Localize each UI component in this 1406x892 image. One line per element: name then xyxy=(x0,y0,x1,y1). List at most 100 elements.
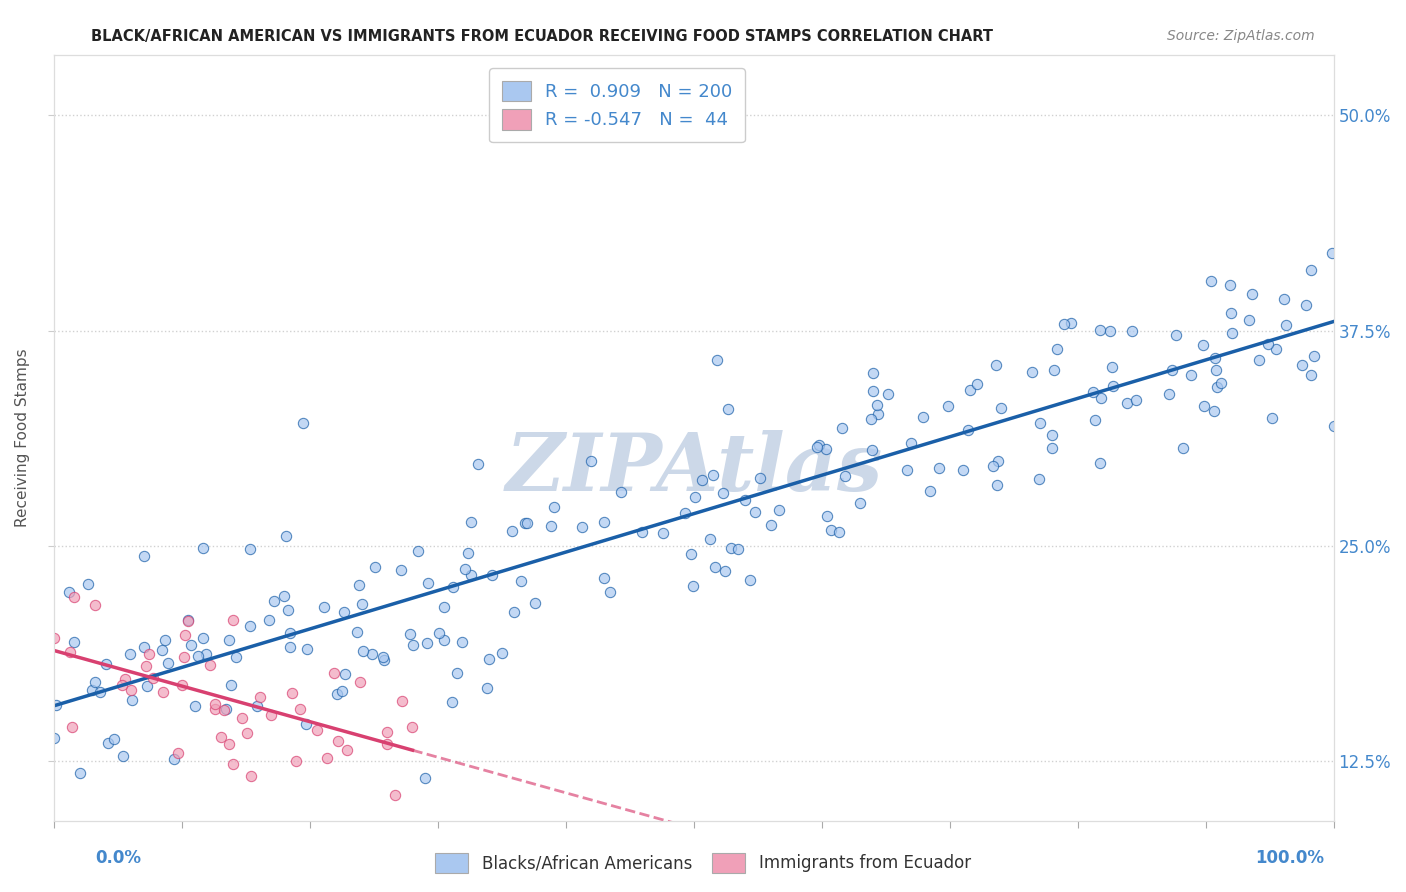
Point xyxy=(702,467,724,482)
Point xyxy=(446,666,468,681)
Point xyxy=(263,594,285,608)
Point xyxy=(142,671,165,685)
Point xyxy=(138,647,160,661)
Point xyxy=(58,584,80,599)
Point xyxy=(191,632,214,646)
Point xyxy=(1220,306,1243,320)
Point xyxy=(218,737,240,751)
Point xyxy=(152,643,174,657)
Point xyxy=(1081,384,1104,399)
Point xyxy=(848,496,870,510)
Point xyxy=(1192,400,1215,414)
Point xyxy=(630,525,652,540)
Point xyxy=(249,690,271,704)
Point xyxy=(1029,417,1052,431)
Point xyxy=(97,736,120,750)
Point xyxy=(1046,342,1069,356)
Text: 100.0%: 100.0% xyxy=(1256,849,1324,867)
Point xyxy=(44,632,66,646)
Point xyxy=(1241,286,1264,301)
Point xyxy=(877,387,900,401)
Point xyxy=(460,515,482,529)
Point xyxy=(1237,313,1260,327)
Point xyxy=(326,733,349,747)
Legend: Blacks/African Americans, Immigrants from Ecuador: Blacks/African Americans, Immigrants fro… xyxy=(429,847,977,880)
Point xyxy=(703,559,725,574)
Point xyxy=(277,602,299,616)
Point xyxy=(1199,274,1222,288)
Point xyxy=(834,468,856,483)
Point xyxy=(361,647,384,661)
Point xyxy=(1099,324,1122,338)
Point xyxy=(80,683,103,698)
Point xyxy=(285,755,308,769)
Point xyxy=(920,483,942,498)
Point xyxy=(571,520,593,534)
Point xyxy=(543,500,565,515)
Point xyxy=(373,650,395,665)
Point xyxy=(1028,472,1050,486)
Point xyxy=(1302,349,1324,363)
Point xyxy=(218,632,240,647)
Point xyxy=(295,717,318,731)
Y-axis label: Receiving Food Stamps: Receiving Food Stamps xyxy=(15,349,30,527)
Point xyxy=(501,524,523,538)
Point xyxy=(454,562,477,576)
Point xyxy=(352,643,374,657)
Point xyxy=(820,523,842,537)
Point xyxy=(1090,456,1112,470)
Point xyxy=(290,702,312,716)
Point xyxy=(1125,393,1147,408)
Point xyxy=(239,619,262,633)
Point xyxy=(1261,411,1284,425)
Point xyxy=(1222,326,1244,340)
Point xyxy=(408,544,430,558)
Point xyxy=(94,657,117,672)
Point xyxy=(1202,404,1225,418)
Point xyxy=(862,366,884,380)
Point xyxy=(515,516,537,530)
Point xyxy=(153,633,176,648)
Point xyxy=(195,647,218,661)
Point xyxy=(135,659,157,673)
Point xyxy=(373,653,395,667)
Point xyxy=(959,383,981,397)
Point xyxy=(441,580,464,594)
Point xyxy=(177,613,200,627)
Point xyxy=(166,746,188,760)
Point xyxy=(259,613,281,627)
Point xyxy=(952,463,974,477)
Point xyxy=(1121,324,1143,338)
Point xyxy=(1059,316,1081,330)
Point xyxy=(322,665,344,680)
Point xyxy=(121,682,143,697)
Point xyxy=(259,707,281,722)
Point xyxy=(720,541,742,555)
Point xyxy=(134,549,156,564)
Point xyxy=(685,490,707,504)
Point xyxy=(433,599,456,614)
Point xyxy=(312,599,335,614)
Point xyxy=(1053,317,1076,331)
Point xyxy=(734,493,756,508)
Point xyxy=(214,703,236,717)
Point xyxy=(1295,298,1317,312)
Point xyxy=(966,376,988,391)
Point xyxy=(114,673,136,687)
Point xyxy=(1116,396,1139,410)
Point xyxy=(209,730,232,744)
Point xyxy=(1291,359,1313,373)
Point xyxy=(862,384,884,398)
Point xyxy=(59,645,82,659)
Point xyxy=(1180,368,1202,382)
Point xyxy=(172,678,194,692)
Point xyxy=(1101,360,1123,375)
Point xyxy=(986,477,1008,491)
Point xyxy=(699,532,721,546)
Point xyxy=(180,638,202,652)
Point xyxy=(983,458,1005,473)
Point xyxy=(1042,363,1064,377)
Point xyxy=(860,411,883,425)
Point xyxy=(717,402,740,417)
Point xyxy=(391,694,413,708)
